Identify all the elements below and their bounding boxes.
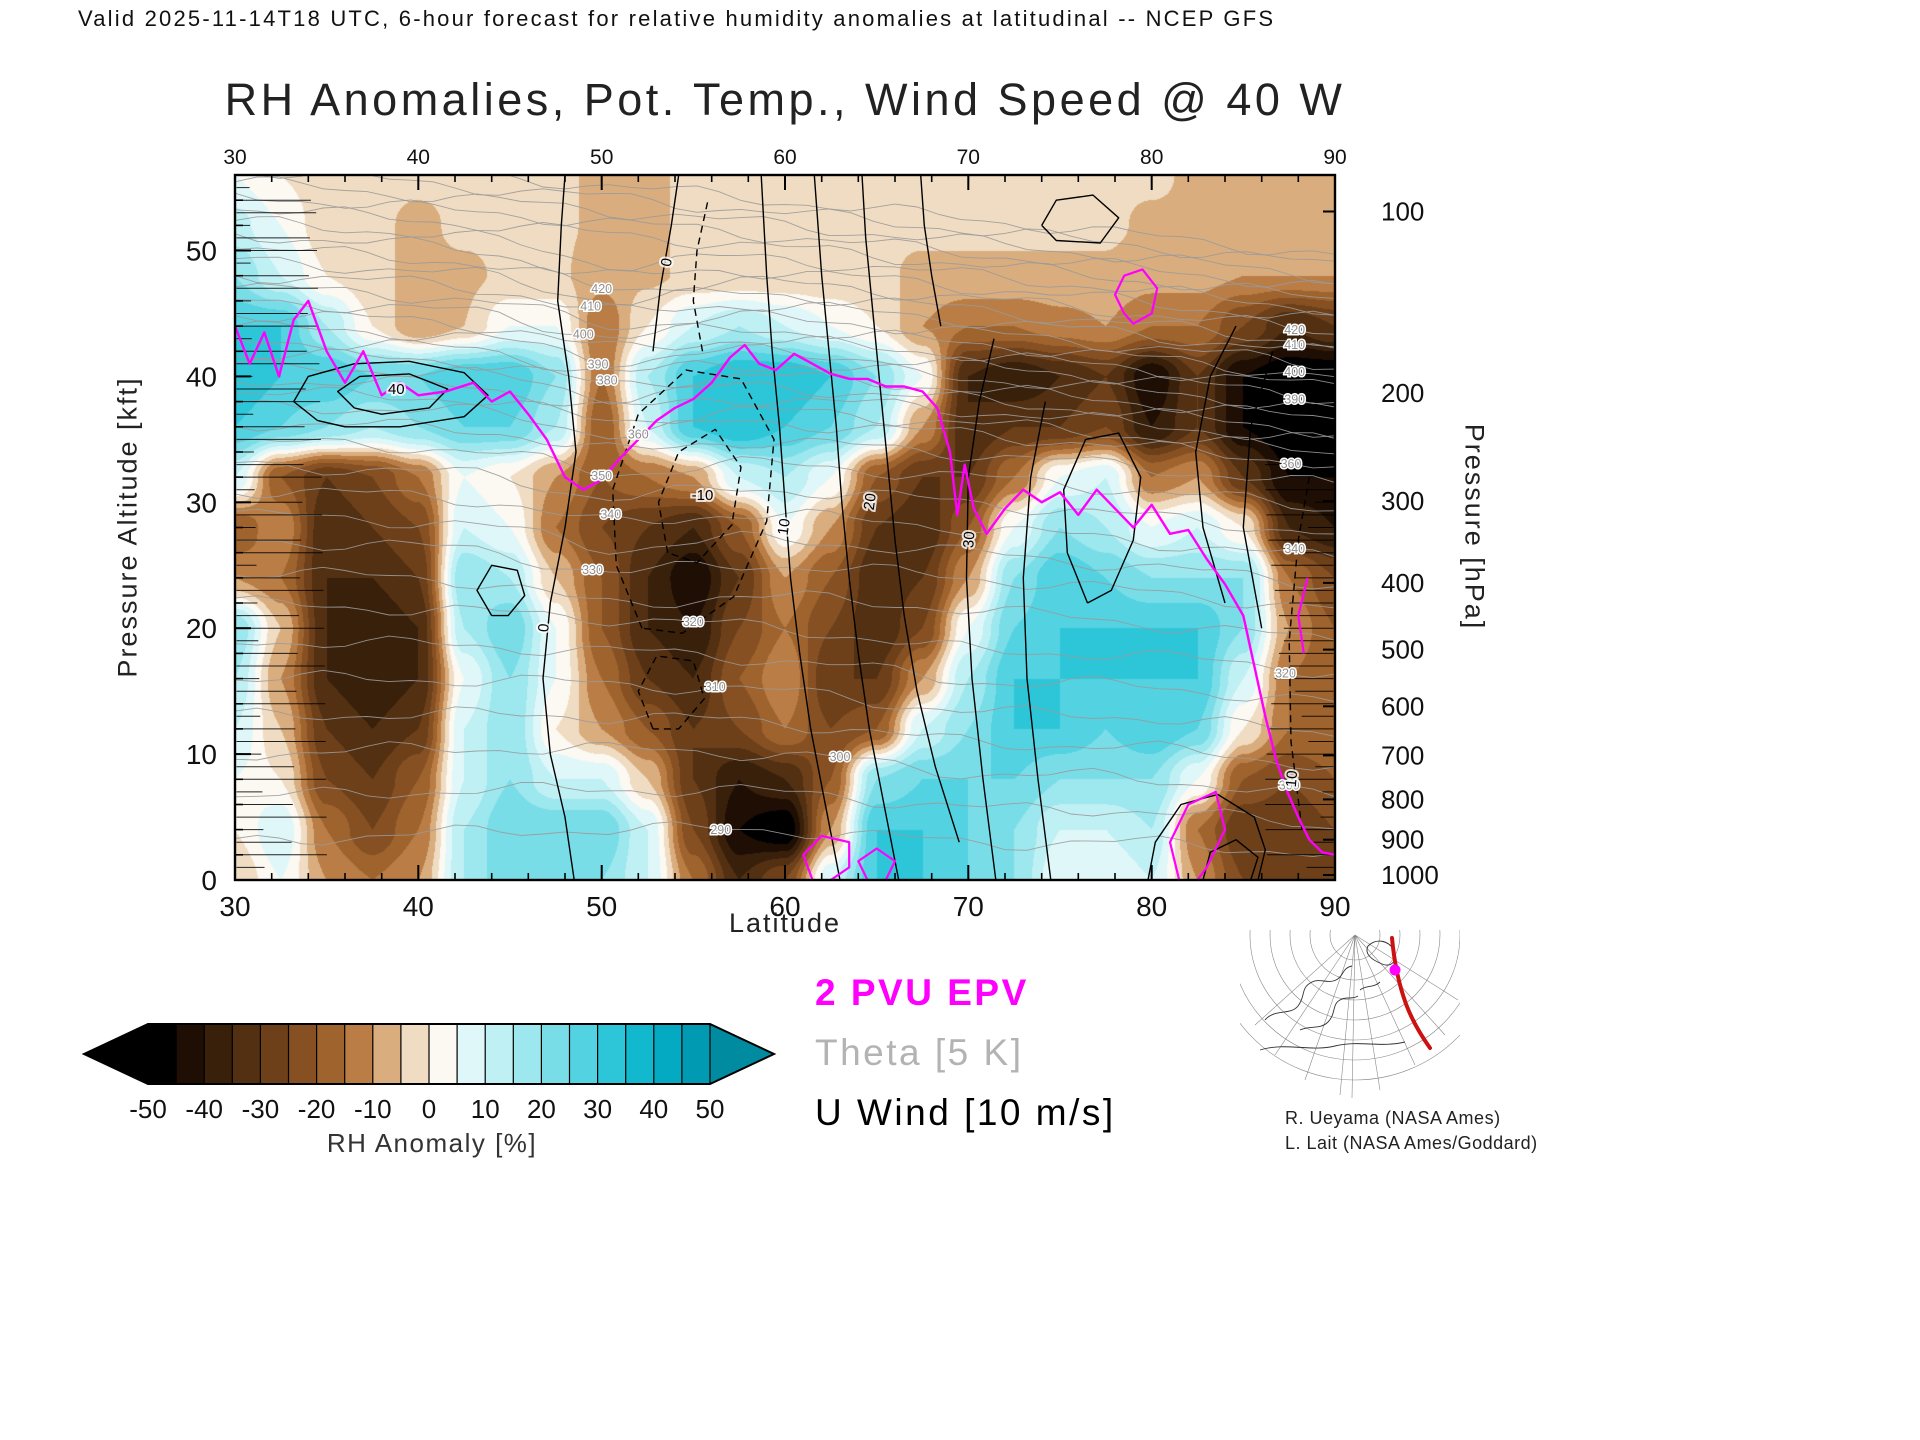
svg-text:50: 50 bbox=[586, 891, 617, 922]
svg-text:40: 40 bbox=[639, 1094, 668, 1124]
plot-title: RH Anomalies, Pot. Temp., Wind Speed @ 4… bbox=[224, 74, 1346, 125]
svg-text:330: 330 bbox=[582, 563, 603, 577]
plot-overlay: 2903003003103203203303403403503603603803… bbox=[186, 146, 1439, 922]
svg-text:390: 390 bbox=[1284, 392, 1305, 406]
svg-text:40: 40 bbox=[407, 146, 430, 169]
svg-text:400: 400 bbox=[1381, 568, 1424, 598]
svg-text:360: 360 bbox=[1281, 457, 1302, 471]
svg-text:300: 300 bbox=[1381, 486, 1424, 516]
svg-text:30: 30 bbox=[219, 891, 250, 922]
svg-text:30: 30 bbox=[960, 531, 978, 549]
svg-text:20: 20 bbox=[527, 1094, 556, 1124]
svg-text:400: 400 bbox=[1284, 365, 1305, 379]
svg-text:50: 50 bbox=[696, 1094, 725, 1124]
colorbar-label: RH Anomaly [%] bbox=[326, 1128, 538, 1158]
svg-text:800: 800 bbox=[1381, 784, 1424, 814]
svg-text:-20: -20 bbox=[298, 1094, 336, 1124]
svg-text:700: 700 bbox=[1381, 740, 1424, 770]
svg-text:-30: -30 bbox=[242, 1094, 280, 1124]
svg-text:900: 900 bbox=[1381, 825, 1424, 855]
svg-text:30: 30 bbox=[186, 487, 217, 518]
svg-text:0: 0 bbox=[201, 865, 217, 896]
svg-text:10: 10 bbox=[471, 1094, 500, 1124]
svg-text:1000: 1000 bbox=[1381, 860, 1439, 890]
svg-text:300: 300 bbox=[1279, 779, 1300, 793]
svg-text:380: 380 bbox=[597, 374, 618, 388]
svg-text:320: 320 bbox=[683, 615, 704, 629]
svg-text:40: 40 bbox=[403, 891, 434, 922]
svg-text:-50: -50 bbox=[129, 1094, 167, 1124]
svg-text:0: 0 bbox=[422, 1094, 436, 1124]
svg-text:100: 100 bbox=[1381, 197, 1424, 227]
svg-text:40: 40 bbox=[388, 381, 405, 398]
coastline bbox=[1259, 940, 1406, 1051]
svg-text:320: 320 bbox=[1275, 666, 1296, 680]
credit-line-1: R. Ueyama (NASA Ames) bbox=[1285, 1108, 1501, 1128]
svg-text:420: 420 bbox=[591, 282, 612, 296]
svg-text:20: 20 bbox=[186, 613, 217, 644]
svg-text:290: 290 bbox=[710, 823, 731, 837]
crossing-point-dot bbox=[1389, 964, 1401, 976]
location-inset-map bbox=[1240, 930, 1460, 1099]
svg-text:340: 340 bbox=[1284, 542, 1305, 556]
graticule bbox=[1240, 930, 1460, 1099]
legend-theta: Theta [5 K] bbox=[815, 1032, 1024, 1073]
legend-epv: 2 PVU EPV bbox=[815, 972, 1029, 1013]
svg-text:360: 360 bbox=[628, 427, 649, 441]
svg-text:60: 60 bbox=[769, 891, 800, 922]
colorbar: -50 -40 -30 -20 -10 0 10 20 30 40 50 bbox=[81, 1023, 777, 1124]
x-axis-title: Latitude bbox=[728, 908, 842, 938]
svg-text:-40: -40 bbox=[185, 1094, 223, 1124]
svg-text:390: 390 bbox=[588, 358, 609, 372]
svg-text:0: 0 bbox=[535, 623, 553, 633]
svg-text:80: 80 bbox=[1136, 891, 1167, 922]
svg-text:200: 200 bbox=[1381, 378, 1424, 408]
svg-text:10: 10 bbox=[1283, 770, 1301, 788]
svg-text:420: 420 bbox=[1284, 323, 1305, 337]
svg-text:80: 80 bbox=[1140, 146, 1163, 169]
cross-section-track-line bbox=[1390, 936, 1432, 1050]
svg-text:70: 70 bbox=[957, 146, 980, 169]
svg-text:350: 350 bbox=[591, 469, 612, 483]
svg-text:90: 90 bbox=[1319, 891, 1350, 922]
svg-text:50: 50 bbox=[590, 146, 613, 169]
svg-text:10: 10 bbox=[775, 517, 794, 536]
svg-text:90: 90 bbox=[1323, 146, 1346, 169]
y-right-axis-title: Pressure [hPa] bbox=[1459, 423, 1490, 631]
svg-text:-10: -10 bbox=[692, 487, 714, 504]
svg-text:300: 300 bbox=[830, 750, 851, 764]
svg-text:410: 410 bbox=[580, 299, 601, 313]
svg-text:410: 410 bbox=[1284, 338, 1305, 352]
y-left-axis-title: Pressure Altitude [kft] bbox=[112, 376, 143, 678]
svg-text:500: 500 bbox=[1381, 635, 1424, 665]
svg-text:40: 40 bbox=[186, 361, 217, 392]
svg-text:310: 310 bbox=[705, 680, 726, 694]
svg-text:0: 0 bbox=[658, 257, 676, 268]
svg-text:50: 50 bbox=[186, 236, 217, 267]
svg-text:20: 20 bbox=[861, 492, 880, 511]
svg-text:400: 400 bbox=[573, 328, 594, 342]
svg-text:30: 30 bbox=[223, 146, 246, 169]
credit-line-2: L. Lait (NASA Ames/Goddard) bbox=[1285, 1133, 1538, 1153]
valid-time-header: Valid 2025-11-14T18 UTC, 6-hour forecast… bbox=[78, 6, 1276, 31]
svg-text:30: 30 bbox=[583, 1094, 612, 1124]
rh-anomaly-field bbox=[235, 175, 1335, 880]
svg-text:340: 340 bbox=[600, 508, 621, 522]
svg-text:-10: -10 bbox=[354, 1094, 392, 1124]
svg-text:10: 10 bbox=[186, 739, 217, 770]
svg-text:70: 70 bbox=[953, 891, 984, 922]
svg-text:60: 60 bbox=[773, 146, 796, 169]
legend-uwind: U Wind [10 m/s] bbox=[815, 1092, 1116, 1133]
svg-text:600: 600 bbox=[1381, 691, 1424, 721]
